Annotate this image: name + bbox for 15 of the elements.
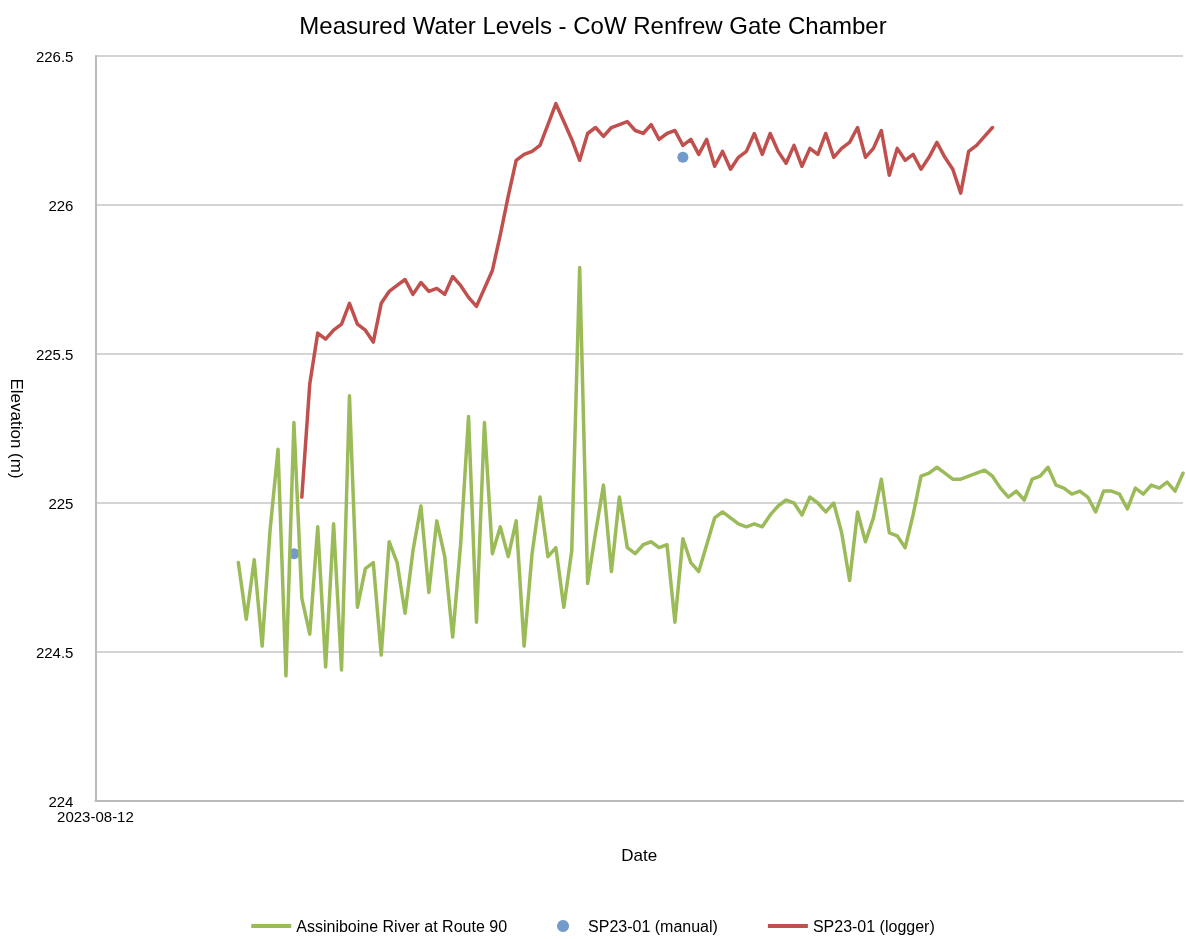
legend-label: SP23-01 (manual) (588, 917, 718, 935)
x-axis-title: Date (621, 846, 658, 865)
y-axis-title: Elevation (m) (7, 378, 26, 479)
legend-label: Assiniboine River at Route 90 (296, 917, 508, 935)
line-series (300, 101, 995, 499)
y-tick-label: 226.5 (35, 47, 74, 65)
line-series (236, 265, 1185, 678)
chart-title: Measured Water Levels - CoW Renfrew Gate Chamber (299, 11, 887, 39)
y-tick-label: 225.5 (35, 345, 74, 363)
y-tick-label: 224 (48, 792, 74, 810)
legend-label: SP23-01 (logger) (812, 917, 935, 935)
x-tick-label: 2023-08-12 (57, 808, 134, 825)
y-tick-label: 224.5 (35, 643, 74, 661)
y-tick-label: 225 (48, 494, 74, 512)
y-tick-label: 226 (48, 196, 74, 214)
